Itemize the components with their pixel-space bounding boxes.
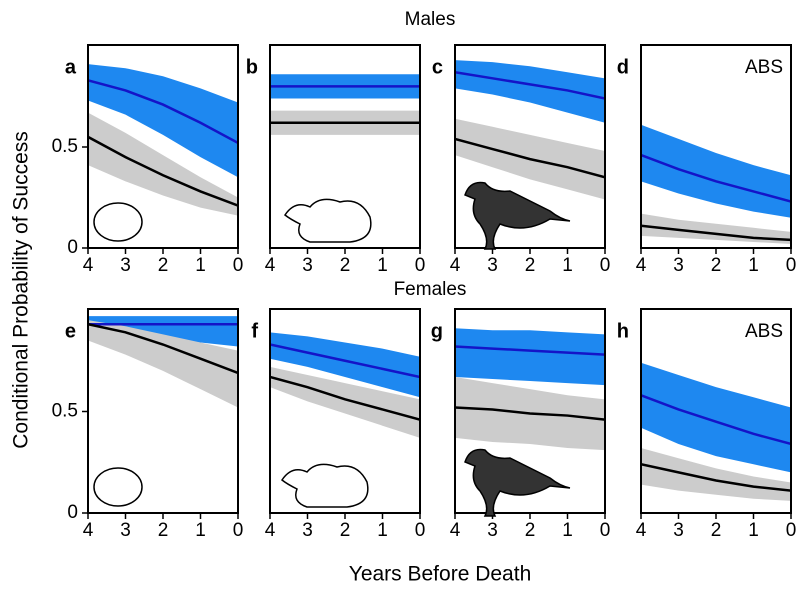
x-tick-label: 3 [302, 255, 313, 276]
x-tick-label: 1 [377, 520, 388, 541]
x-tick-label: 0 [786, 520, 797, 541]
plot-area [270, 332, 420, 438]
y-tick-label: 0.5 [52, 401, 78, 422]
y-tick-label: 0.5 [52, 136, 78, 157]
plot-area [270, 74, 420, 135]
panel-letter: c [432, 56, 443, 78]
row-title: Females [394, 279, 467, 300]
x-tick-label: 0 [600, 255, 611, 276]
x-tick-label: 1 [748, 255, 759, 276]
x-tick-label: 4 [83, 255, 94, 276]
x-axis-label: Years Before Death [349, 563, 532, 586]
annotation: ABS [745, 57, 783, 78]
bird-icon [465, 450, 570, 517]
x-tick-label: 1 [562, 255, 573, 276]
confidence-band [455, 328, 605, 385]
plot-area [88, 64, 238, 216]
x-tick-label: 4 [83, 520, 94, 541]
x-tick-label: 4 [636, 255, 647, 276]
x-tick-label: 0 [600, 520, 611, 541]
bird-icon [465, 183, 570, 250]
panel-letter: g [431, 320, 443, 342]
panel-letter: b [246, 56, 258, 78]
x-tick-label: 0 [786, 255, 797, 276]
x-tick-label: 1 [377, 255, 388, 276]
x-tick-label: 0 [415, 520, 426, 541]
x-tick-label: 3 [673, 255, 684, 276]
panel-letter: d [617, 56, 629, 78]
egg-icon [94, 468, 142, 506]
x-tick-label: 3 [673, 520, 684, 541]
x-tick-label: 4 [265, 520, 276, 541]
annotation: ABS [745, 321, 783, 342]
y-axis-label: Conditional Probability of Success [10, 131, 33, 449]
x-tick-label: 2 [158, 255, 169, 276]
x-tick-label: 3 [120, 520, 131, 541]
x-tick-label: 0 [415, 255, 426, 276]
x-tick-label: 2 [711, 520, 722, 541]
x-tick-label: 2 [525, 520, 536, 541]
x-tick-label: 1 [195, 520, 206, 541]
y-tick-label: 0 [67, 237, 78, 258]
panel-letter: f [251, 320, 258, 342]
chick-icon [285, 199, 371, 242]
confidence-band [455, 60, 605, 123]
egg-icon [94, 203, 142, 241]
plot-area [88, 316, 238, 407]
figure: Males Females Years Before Death Conditi… [0, 0, 801, 590]
x-tick-label: 1 [748, 520, 759, 541]
x-tick-label: 4 [265, 255, 276, 276]
plot-area [455, 60, 605, 199]
panel-letter: a [65, 56, 77, 78]
x-tick-label: 2 [340, 255, 351, 276]
x-tick-label: 0 [233, 520, 244, 541]
x-tick-label: 1 [562, 520, 573, 541]
x-tick-label: 3 [120, 255, 131, 276]
x-tick-label: 2 [525, 255, 536, 276]
x-tick-label: 2 [340, 520, 351, 541]
x-tick-label: 4 [450, 255, 461, 276]
x-tick-label: 4 [636, 520, 647, 541]
y-tick-label: 0 [67, 502, 78, 523]
x-tick-label: 3 [487, 520, 498, 541]
x-tick-label: 4 [450, 520, 461, 541]
row-title: Males [405, 9, 456, 30]
x-tick-label: 0 [233, 255, 244, 276]
x-tick-label: 3 [487, 255, 498, 276]
plot-area [641, 363, 791, 501]
x-tick-label: 3 [302, 520, 313, 541]
x-tick-label: 1 [195, 255, 206, 276]
plot-area [455, 328, 605, 450]
panel-letter: e [65, 320, 76, 342]
plot-area [641, 125, 791, 244]
panel-letter: h [617, 320, 629, 342]
chick-icon [282, 464, 368, 507]
confidence-band [641, 125, 791, 218]
x-tick-label: 2 [711, 255, 722, 276]
x-tick-label: 2 [158, 520, 169, 541]
